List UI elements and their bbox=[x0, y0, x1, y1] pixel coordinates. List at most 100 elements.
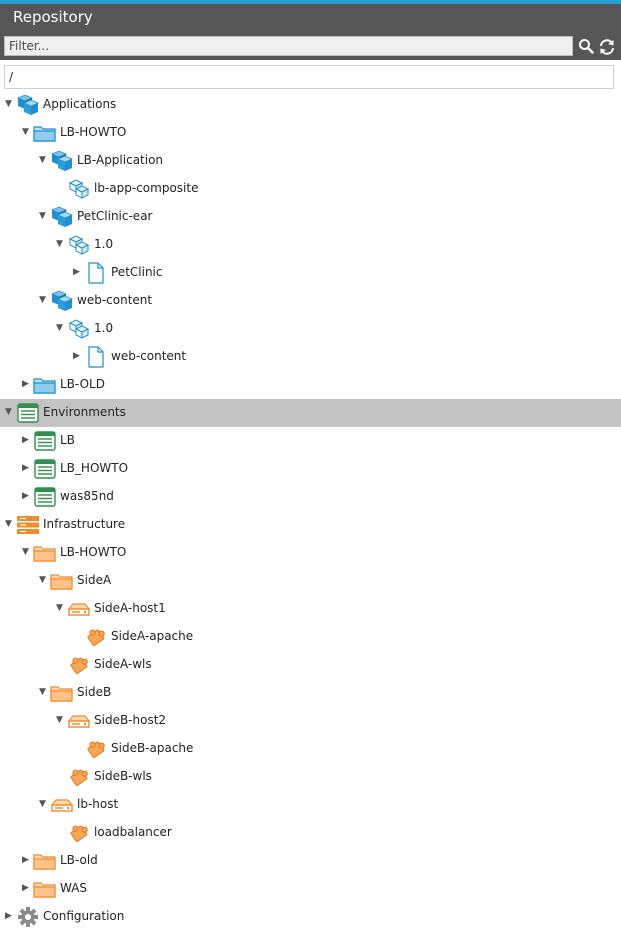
expanded-arrow-icon[interactable]: ▼ bbox=[39, 799, 46, 809]
tree-node[interactable]: ▼ LB-HOWTO bbox=[0, 539, 621, 567]
tree-node-label: SideA bbox=[77, 573, 112, 587]
tree-node[interactable]: ▼ SideA-host1 bbox=[0, 595, 621, 623]
tree-node[interactable]: ▼ 1.0 bbox=[0, 315, 621, 343]
tree-node[interactable]: ▶ was85nd bbox=[0, 483, 621, 511]
tree-node-label: loadbalancer bbox=[94, 825, 172, 839]
tree-node[interactable]: SideA-apache bbox=[0, 623, 621, 651]
tree-node-label: SideB-apache bbox=[111, 741, 194, 755]
tree-node[interactable]: ▼ web-content bbox=[0, 287, 621, 315]
tree-node-label: LB bbox=[60, 433, 75, 447]
orange-folder-icon bbox=[33, 878, 57, 900]
tree-node[interactable]: ▶ LB-old bbox=[0, 847, 621, 875]
collapsed-arrow-icon[interactable]: ▶ bbox=[22, 463, 29, 473]
tree-node-label: Infrastructure bbox=[43, 517, 126, 531]
tree-node[interactable]: ▼ PetClinic-ear bbox=[0, 203, 621, 231]
tree-node[interactable]: lb-app-composite bbox=[0, 175, 621, 203]
orange-folder-icon bbox=[50, 682, 74, 704]
tree-node[interactable]: ▶ PetClinic bbox=[0, 259, 621, 287]
middleware-icon bbox=[67, 766, 91, 788]
tree-node[interactable]: ▶ LB bbox=[0, 427, 621, 455]
expanded-arrow-icon[interactable]: ▼ bbox=[39, 575, 46, 585]
expanded-arrow-icon[interactable]: ▼ bbox=[39, 211, 46, 221]
package-icon bbox=[67, 178, 91, 200]
collapsed-arrow-icon[interactable]: ▶ bbox=[22, 883, 29, 893]
tree-node[interactable]: ▼ SideB-host2 bbox=[0, 707, 621, 735]
tree-node-label: PetClinic bbox=[111, 265, 163, 279]
collapsed-arrow-icon[interactable]: ▶ bbox=[73, 351, 80, 361]
middleware-icon bbox=[84, 738, 108, 760]
application-icon bbox=[50, 290, 74, 312]
expanded-arrow-icon[interactable]: ▼ bbox=[56, 603, 63, 613]
collapsed-arrow-icon[interactable]: ▶ bbox=[22, 491, 29, 501]
search-icon[interactable] bbox=[578, 38, 594, 54]
expanded-arrow-icon[interactable]: ▼ bbox=[22, 547, 29, 557]
expanded-arrow-icon[interactable]: ▼ bbox=[39, 295, 46, 305]
accent-bar bbox=[0, 0, 621, 4]
application-icon bbox=[16, 94, 40, 116]
expanded-arrow-icon[interactable]: ▼ bbox=[5, 99, 12, 109]
tree-node[interactable]: ▼ 1.0 bbox=[0, 231, 621, 259]
tree-node[interactable]: ▶ web-content bbox=[0, 343, 621, 371]
tree-node-label: LB_HOWTO bbox=[60, 461, 129, 475]
tree-node[interactable]: ▼ Environments bbox=[0, 399, 621, 427]
environment-icon bbox=[16, 402, 40, 424]
filter-input[interactable] bbox=[4, 36, 573, 56]
path-input[interactable] bbox=[4, 65, 614, 89]
tree-node-label: LB-HOWTO bbox=[60, 545, 127, 559]
refresh-icon[interactable] bbox=[598, 38, 616, 56]
tree-node-label: was85nd bbox=[60, 489, 114, 503]
infrastructure-icon bbox=[16, 514, 40, 536]
expanded-arrow-icon[interactable]: ▼ bbox=[39, 155, 46, 165]
tree-node-label: SideA-apache bbox=[111, 629, 194, 643]
tree-node[interactable]: ▼ lb-host bbox=[0, 791, 621, 819]
application-icon bbox=[50, 150, 74, 172]
host-icon bbox=[50, 794, 74, 816]
tree-node-label: lb-app-composite bbox=[94, 181, 199, 195]
tree-node-label: SideB-host2 bbox=[94, 713, 167, 727]
tree-node[interactable]: SideB-wls bbox=[0, 763, 621, 791]
collapsed-arrow-icon[interactable]: ▶ bbox=[22, 855, 29, 865]
collapsed-arrow-icon[interactable]: ▶ bbox=[22, 379, 29, 389]
tree-node[interactable]: ▶ LB-OLD bbox=[0, 371, 621, 399]
tree-node-label: LB-Application bbox=[77, 153, 164, 167]
expanded-arrow-icon[interactable]: ▼ bbox=[22, 127, 29, 137]
orange-folder-icon bbox=[33, 542, 57, 564]
tree-node[interactable]: ▼ SideA bbox=[0, 567, 621, 595]
tree-node-label: Environments bbox=[43, 405, 126, 419]
tree-node-label: web-content bbox=[111, 349, 187, 363]
tree-node-label: Configuration bbox=[43, 909, 125, 923]
tree-node-label: SideA-wls bbox=[94, 657, 152, 671]
panel-title: Repository bbox=[13, 8, 93, 26]
tree-node[interactable]: ▼ SideB bbox=[0, 679, 621, 707]
tree-node[interactable]: ▶ LB_HOWTO bbox=[0, 455, 621, 483]
tree-node[interactable]: ▼ Infrastructure bbox=[0, 511, 621, 539]
tree-node-label: SideB-wls bbox=[94, 769, 152, 783]
tree-node[interactable]: ▼ Applications bbox=[0, 91, 621, 119]
environment-icon bbox=[33, 430, 57, 452]
collapsed-arrow-icon[interactable]: ▶ bbox=[73, 267, 80, 277]
tree-node[interactable]: ▼ LB-HOWTO bbox=[0, 119, 621, 147]
expanded-arrow-icon[interactable]: ▼ bbox=[5, 519, 12, 529]
file-icon bbox=[84, 346, 108, 368]
tree-node-label: PetClinic-ear bbox=[77, 209, 153, 223]
tree-node[interactable]: loadbalancer bbox=[0, 819, 621, 847]
tree-node[interactable]: ▶ WAS bbox=[0, 875, 621, 903]
expanded-arrow-icon[interactable]: ▼ bbox=[56, 323, 63, 333]
application-icon bbox=[50, 206, 74, 228]
tree-node[interactable]: ▶ Configuration bbox=[0, 903, 621, 931]
expanded-arrow-icon[interactable]: ▼ bbox=[5, 407, 12, 417]
collapsed-arrow-icon[interactable]: ▶ bbox=[5, 911, 12, 921]
tree-node-label: LB-HOWTO bbox=[60, 125, 127, 139]
tree-node-label: lb-host bbox=[77, 797, 119, 811]
expanded-arrow-icon[interactable]: ▼ bbox=[56, 239, 63, 249]
tree-node[interactable]: SideA-wls bbox=[0, 651, 621, 679]
tree-node[interactable]: ▼ LB-Application bbox=[0, 147, 621, 175]
panel-header: Repository bbox=[0, 4, 621, 32]
tree-node[interactable]: SideB-apache bbox=[0, 735, 621, 763]
tree-node-label: SideA-host1 bbox=[94, 601, 166, 615]
expanded-arrow-icon[interactable]: ▼ bbox=[39, 687, 46, 697]
middleware-icon bbox=[67, 654, 91, 676]
orange-folder-icon bbox=[33, 850, 57, 872]
collapsed-arrow-icon[interactable]: ▶ bbox=[22, 435, 29, 445]
expanded-arrow-icon[interactable]: ▼ bbox=[56, 715, 63, 725]
